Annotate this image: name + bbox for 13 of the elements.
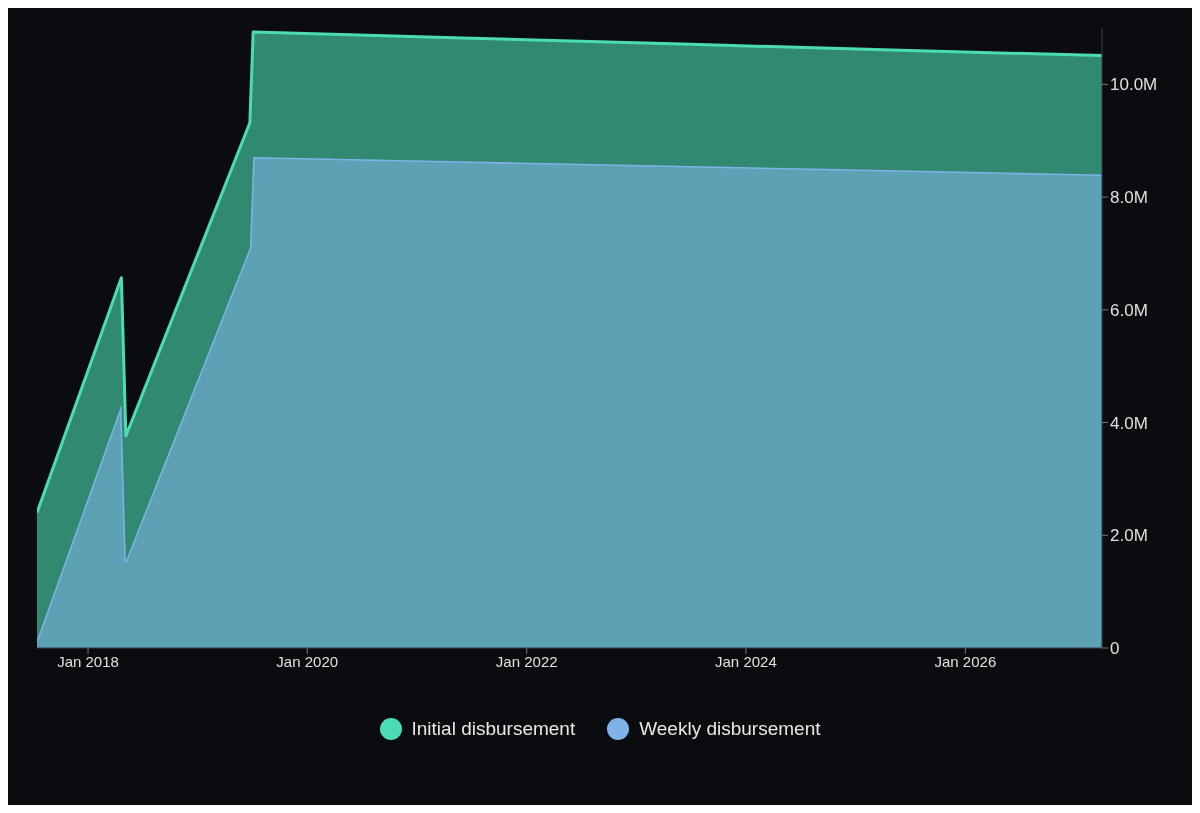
y-tick-label: 0 [1110, 639, 1120, 659]
y-tick-label: 2.0M [1110, 526, 1148, 546]
x-tick-label: Jan 2026 [934, 652, 997, 670]
y-tick-label: 8.0M [1110, 188, 1148, 208]
x-tick-label: Jan 2018 [57, 652, 119, 670]
x-tick-label: Jan 2022 [495, 652, 558, 670]
y-tick-label: 4.0M [1110, 413, 1148, 433]
y-tick-label: 10.0M [1110, 75, 1158, 95]
x-tick-label: Jan 2020 [276, 652, 339, 670]
legend-label: Initial disbursement [411, 718, 576, 740]
y-tick-label: 6.0M [1110, 300, 1148, 320]
x-tick-label: Jan 2024 [715, 652, 777, 670]
legend-label: Weekly disbursement [639, 718, 821, 740]
